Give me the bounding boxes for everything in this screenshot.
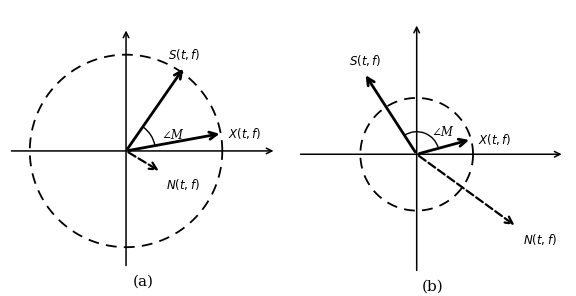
Text: $S(t,f)$: $S(t,f)$ xyxy=(349,53,381,68)
Text: (a): (a) xyxy=(133,274,154,288)
Text: $N(t,f)$: $N(t,f)$ xyxy=(523,232,557,247)
Text: (b): (b) xyxy=(422,279,443,293)
Text: ∠M: ∠M xyxy=(161,128,183,141)
Text: $N(t,f)$: $N(t,f)$ xyxy=(166,177,200,192)
Text: $S(t,f)$: $S(t,f)$ xyxy=(168,47,200,62)
Text: ∠M: ∠M xyxy=(432,126,453,139)
Text: $X(t,f)$: $X(t,f)$ xyxy=(228,126,262,141)
Text: $X(t,f)$: $X(t,f)$ xyxy=(478,132,511,147)
